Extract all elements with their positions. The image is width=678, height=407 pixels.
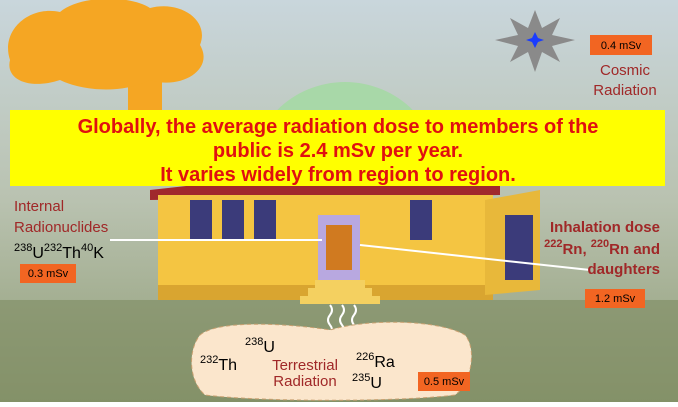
inhalation-label: daughters [587, 261, 660, 278]
step [308, 288, 372, 296]
symbol: Ra [374, 354, 395, 371]
terrestrial-dose: 0.5 mSv [424, 376, 465, 388]
mass: 238 [245, 336, 263, 348]
step [315, 280, 365, 288]
terrestrial-nuclide: 235U [352, 372, 382, 392]
terrestrial-label: Radiation [273, 373, 336, 390]
window [190, 200, 212, 240]
dose-box [585, 289, 645, 308]
inhalation-nuclides: 222Rn, 220Rn and [544, 238, 660, 258]
window [410, 200, 432, 240]
banner [10, 110, 665, 186]
dose-box [418, 372, 470, 391]
mass: 232 [44, 242, 62, 254]
mass: 222 [544, 238, 562, 250]
symbol: Rn and [609, 241, 660, 258]
banner-line: Globally, the average radiation dose to … [78, 116, 599, 138]
cosmic-dose: 0.4 mSv [601, 40, 642, 52]
internal-dose: 0.3 mSv [28, 268, 69, 280]
symbol: Rn, [562, 241, 586, 258]
inhalation-title: Inhalation dose [550, 219, 660, 236]
symbol: U [263, 339, 275, 356]
annex-window [505, 215, 533, 280]
person [326, 225, 352, 270]
internal-label: Internal [14, 198, 64, 215]
mass: 220 [591, 238, 609, 250]
symbol: U [370, 375, 382, 392]
internal-nuclides: 238U232Th40K [14, 242, 104, 262]
terrestrial-area [191, 321, 473, 401]
symbol: Th [62, 245, 81, 262]
cosmic-label: Cosmic [600, 62, 651, 79]
terrestrial-nuclide: 238U [245, 336, 275, 356]
cosmic-label: Radiation [593, 82, 656, 99]
dose-box [20, 264, 76, 283]
terrestrial-nuclide: 232Th [200, 354, 237, 374]
pointer [359, 244, 591, 271]
mass: 226 [356, 351, 374, 363]
mass: 232 [200, 354, 218, 366]
mass: 40 [81, 242, 93, 254]
symbol: Th [218, 357, 237, 374]
tree-crown [8, 0, 204, 90]
banner-line: public is 2.4 mSv per year. [213, 140, 463, 162]
symbol: K [93, 245, 104, 262]
window [254, 200, 276, 240]
internal-label: Radionuclides [14, 219, 108, 236]
banner-line: It varies widely from region to region. [160, 164, 516, 186]
dose-box [590, 35, 652, 55]
symbol: U [32, 245, 44, 262]
step [300, 296, 380, 304]
star-core [526, 32, 544, 48]
terrestrial-nuclide: 226Ra [356, 351, 395, 371]
mass: 235 [352, 372, 370, 384]
inhalation-dose: 1.2 mSv [595, 293, 636, 305]
mass: 238 [14, 242, 32, 254]
terrestrial-label: Terrestrial [272, 357, 338, 374]
window [222, 200, 244, 240]
